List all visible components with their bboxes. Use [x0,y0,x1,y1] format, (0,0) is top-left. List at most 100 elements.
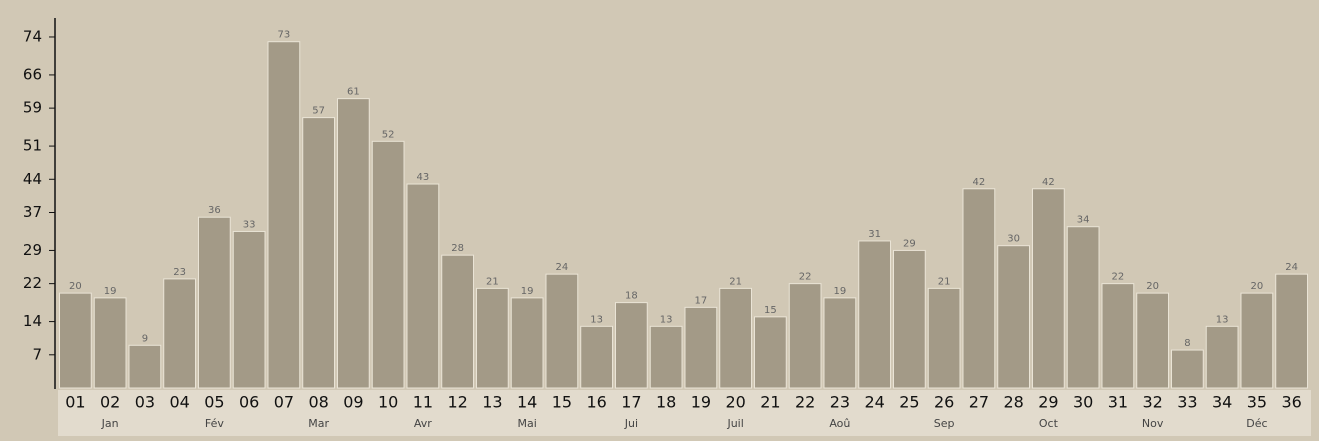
y-tick-label: 37 [23,203,42,221]
value-label: 24 [556,262,569,273]
month-label: Déc [1246,417,1267,430]
bar [823,297,857,389]
bar [163,278,196,389]
x-tick-label: 16 [586,393,606,412]
value-label: 21 [729,276,742,287]
value-label: 18 [625,291,638,302]
value-label: 21 [486,276,499,287]
x-tick-label: 07 [274,393,294,412]
bar [302,117,335,389]
month-label: Jui [624,417,638,430]
x-tick-label: 18 [656,393,676,412]
value-label: 52 [382,129,395,140]
y-tick-label: 29 [23,241,42,259]
bar [1101,283,1135,389]
value-label: 21 [938,276,951,287]
bar [1136,292,1169,389]
bar [754,316,787,389]
value-label: 19 [521,286,534,297]
bar [1032,188,1065,389]
month-label: Aoû [829,417,850,430]
x-tick-label: 13 [482,393,502,412]
x-tick-label: 11 [413,393,433,412]
value-label: 13 [660,314,673,325]
x-tick-label: 29 [1038,393,1058,412]
month-label: Nov [1142,417,1164,430]
x-tick-label: 36 [1281,393,1301,412]
x-tick-label: 26 [934,393,954,412]
y-tick-label: 66 [23,65,42,83]
x-tick-label: 06 [239,393,259,412]
value-label: 34 [1077,215,1090,226]
value-label: 61 [347,87,360,98]
bar [441,254,474,389]
month-label: Sep [934,417,955,430]
label-strip [58,390,1311,436]
y-tick-label: 14 [23,312,42,330]
bar [962,188,996,389]
x-tick-label: 21 [760,393,780,412]
y-tick-label: 59 [23,99,42,117]
y-tick-label: 7 [32,345,42,363]
x-tick-label: 25 [899,393,919,412]
value-label: 24 [1285,262,1298,273]
value-label: 42 [1042,177,1055,188]
bar [476,287,509,389]
bar [267,41,301,389]
value-label: 13 [1216,314,1229,325]
x-tick-label: 01 [65,393,85,412]
value-label: 13 [590,314,603,325]
x-tick-label: 19 [691,393,711,412]
value-label: 57 [312,106,325,117]
y-tick-label: 51 [23,137,42,155]
bar [93,297,127,389]
x-tick-label: 17 [621,393,641,412]
value-label: 73 [278,30,291,41]
x-tick-label: 30 [1073,393,1093,412]
x-tick-label: 03 [135,393,155,412]
y-tick-label: 44 [23,170,42,188]
value-label: 20 [69,281,82,292]
bar [858,240,891,389]
x-tick-label: 24 [864,393,884,412]
x-tick-label: 10 [378,393,398,412]
bar [615,302,648,389]
value-label: 42 [973,177,986,188]
month-label: Fév [205,417,224,430]
bar [1066,226,1100,389]
bar [719,287,752,389]
value-label: 43 [417,172,430,183]
value-label: 15 [764,305,777,316]
value-label: 20 [1251,281,1264,292]
x-tick-label: 35 [1247,393,1267,412]
value-label: 19 [104,286,117,297]
value-label: 33 [243,219,256,230]
y-tick-label: 74 [23,27,42,45]
bar [406,183,440,389]
x-tick-label: 32 [1142,393,1162,412]
value-label: 8 [1184,338,1190,349]
x-tick-label: 15 [552,393,572,412]
bar [1240,292,1274,389]
month-label: Mai [517,417,536,430]
x-tick-label: 33 [1177,393,1197,412]
value-label: 22 [799,272,812,283]
bar [1205,325,1239,389]
value-label: 28 [451,243,464,254]
bar [997,245,1030,389]
bar [371,140,405,389]
x-tick-label: 04 [169,393,189,412]
value-label: 36 [208,205,221,216]
bar [232,230,266,389]
value-label: 9 [142,333,148,344]
value-label: 17 [695,295,708,306]
month-label: Oct [1039,417,1059,430]
bar [337,98,370,389]
x-tick-label: 08 [308,393,328,412]
bar [927,287,961,389]
x-tick-label: 14 [517,393,537,412]
x-tick-label: 31 [1108,393,1128,412]
value-label: 22 [1112,272,1125,283]
month-label: Jan [101,417,119,430]
bar [649,325,683,389]
